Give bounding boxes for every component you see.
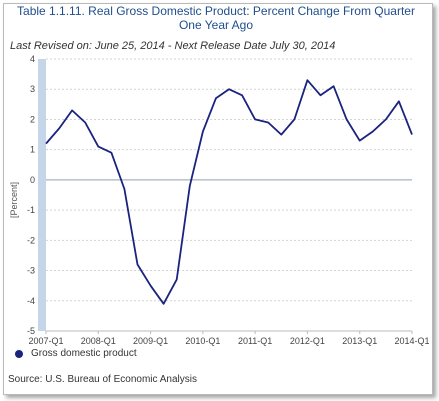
y-axis-band: [38, 59, 46, 331]
chart-frame: [3, 3, 433, 395]
y-axis-band-rect: [38, 59, 46, 331]
legend-marker: [15, 349, 23, 358]
x-tick-label: 2008-Q1: [81, 336, 116, 346]
x-tick-label: 2012-Q1: [290, 336, 325, 346]
y-axis-label: [Percent]: [9, 182, 19, 218]
x-tick-label: 2009-Q1: [133, 336, 168, 346]
y-tick-label: -5: [27, 326, 35, 336]
x-tick-label: 2014-Q1: [394, 336, 429, 346]
legend-label: Gross domestic product: [31, 348, 137, 359]
x-tick-labels: 2007-Q1 2008-Q1 2009-Q1 2010-Q1 2011-Q1 2012-…: [28, 331, 430, 346]
series-layer: [45, 79, 413, 305]
y-tick-label: 1: [30, 145, 35, 155]
y-tick-label: 3: [30, 84, 35, 94]
y-tick-label: 2: [30, 114, 35, 124]
y-tick-label: -1: [27, 205, 35, 215]
x-tick-label: 2013-Q1: [342, 336, 377, 346]
x-tick-label: 2007-Q1: [28, 336, 63, 346]
y-tick-labels: -5 -4 -3 -2 -1 0 1 2 3 4: [27, 54, 35, 336]
series-line: [45, 79, 413, 305]
chart-subtitle: Last Revised on: June 25, 2014 - Next Re…: [10, 40, 336, 52]
x-tick-label: 2010-Q1: [185, 336, 220, 346]
gridlines: [46, 58, 412, 332]
y-tick-label: -4: [27, 296, 35, 306]
y-tick-label: 0: [30, 175, 35, 185]
y-tick-label: -3: [27, 266, 35, 276]
legend: Gross domestic product: [15, 348, 137, 359]
y-tick-label: 4: [30, 54, 35, 64]
x-tick-label: 2011-Q1: [238, 336, 272, 346]
y-tick-label: -2: [27, 235, 35, 245]
chart-title: Table 1.1.11. Real Gross Domestic Produc…: [17, 4, 415, 32]
source-note: Source: U.S. Bureau of Economic Analysis: [8, 374, 197, 385]
